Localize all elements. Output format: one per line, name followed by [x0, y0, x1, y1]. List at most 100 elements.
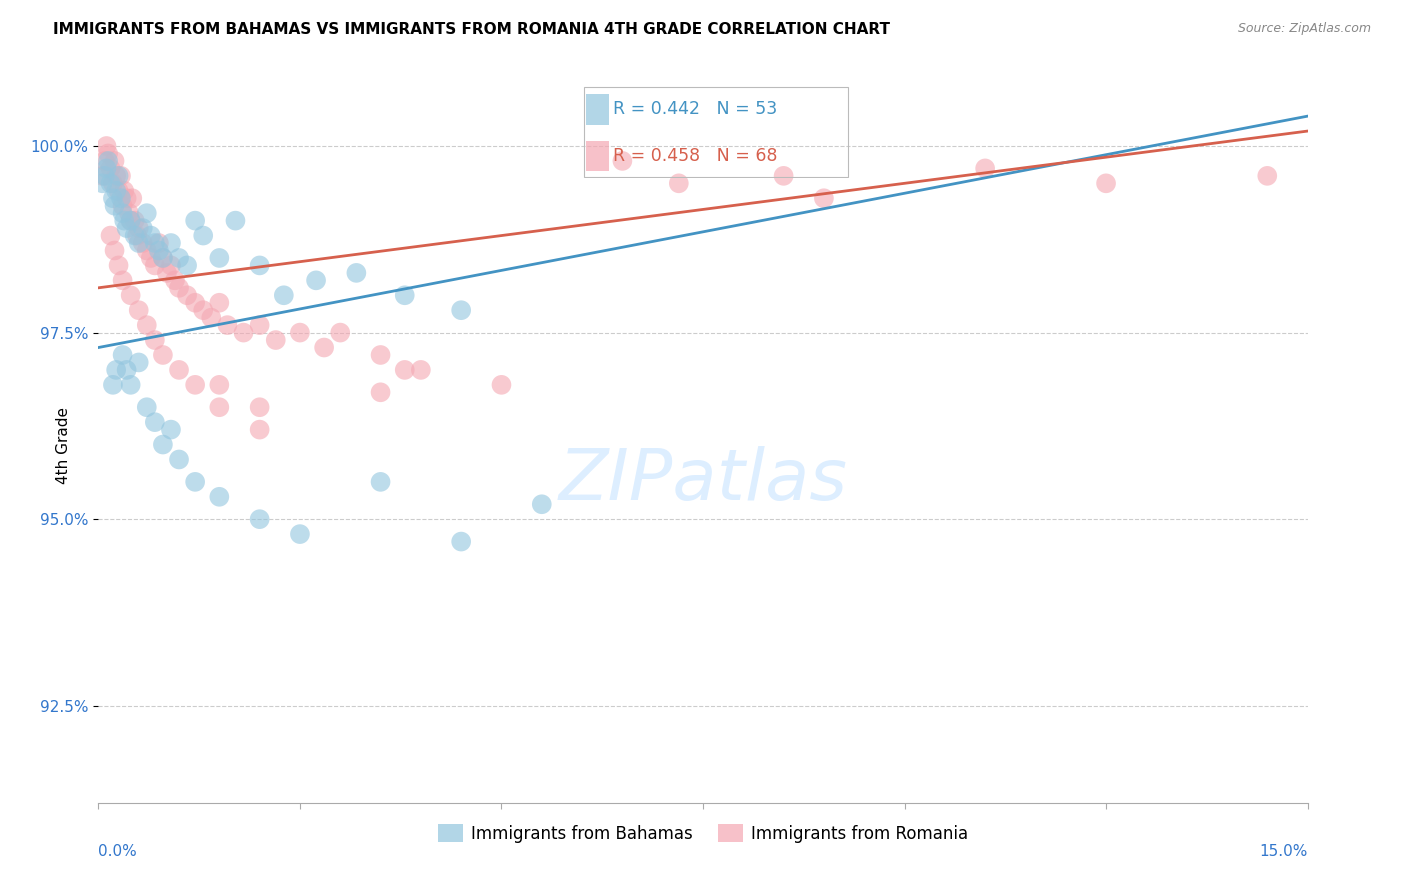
Point: [974, 161, 997, 176]
Point: [100, 228, 122, 243]
Point: [112, 213, 135, 227]
Point: [288, 527, 311, 541]
Point: [217, 318, 239, 332]
Point: [135, 401, 157, 415]
Point: [97, 146, 120, 161]
Point: [143, 235, 166, 250]
Point: [121, 191, 143, 205]
Point: [105, 169, 128, 183]
Text: IMMIGRANTS FROM BAHAMAS VS IMMIGRANTS FROM ROMANIA 4TH GRADE CORRELATION CHART: IMMIGRANTS FROM BAHAMAS VS IMMIGRANTS FR…: [53, 22, 890, 37]
Point: [530, 497, 553, 511]
Point: [105, 363, 128, 377]
Point: [344, 266, 367, 280]
Point: [249, 318, 271, 332]
Point: [101, 191, 124, 205]
Point: [160, 235, 183, 250]
Point: [208, 490, 231, 504]
Point: [139, 228, 162, 243]
Point: [120, 377, 142, 392]
Point: [96, 139, 118, 153]
Point: [208, 251, 231, 265]
Point: [156, 266, 179, 280]
Point: [184, 295, 207, 310]
Point: [128, 221, 150, 235]
Point: [163, 273, 186, 287]
Point: [128, 235, 150, 250]
Point: [139, 251, 162, 265]
Point: [193, 228, 215, 243]
Point: [394, 288, 416, 302]
Point: [167, 251, 190, 265]
Text: Source: ZipAtlas.com: Source: ZipAtlas.com: [1237, 22, 1371, 36]
Point: [97, 153, 120, 168]
Point: [184, 475, 207, 489]
Point: [184, 377, 207, 392]
Point: [111, 199, 134, 213]
Point: [135, 318, 157, 332]
Point: [128, 355, 150, 369]
Point: [264, 333, 287, 347]
Point: [100, 161, 122, 176]
Text: 0.0%: 0.0%: [98, 844, 138, 859]
Text: R = 0.442   N = 53: R = 0.442 N = 53: [613, 100, 778, 118]
Point: [111, 348, 134, 362]
Point: [224, 213, 246, 227]
Point: [100, 177, 122, 191]
Point: [128, 303, 150, 318]
Point: [103, 153, 125, 168]
Bar: [586, 141, 609, 171]
Point: [167, 363, 190, 377]
Point: [208, 295, 231, 310]
Point: [124, 228, 146, 243]
Point: [115, 221, 138, 235]
Point: [193, 303, 215, 318]
Point: [249, 512, 271, 526]
Point: [127, 228, 149, 243]
Point: [249, 401, 271, 415]
Point: [143, 333, 166, 347]
Point: [249, 259, 271, 273]
Point: [329, 326, 352, 340]
Point: [120, 213, 142, 227]
Point: [143, 415, 166, 429]
Point: [135, 244, 157, 258]
Point: [152, 348, 174, 362]
Point: [94, 153, 117, 168]
Point: [115, 363, 138, 377]
Point: [118, 206, 141, 220]
Point: [160, 259, 183, 273]
Point: [200, 310, 222, 325]
Point: [450, 303, 472, 318]
Legend: Immigrants from Bahamas, Immigrants from Romania: Immigrants from Bahamas, Immigrants from…: [432, 818, 974, 849]
Point: [120, 213, 142, 227]
Point: [110, 169, 132, 183]
Point: [112, 184, 135, 198]
Point: [148, 244, 170, 258]
Point: [135, 206, 157, 220]
Point: [370, 385, 392, 400]
Point: [208, 401, 231, 415]
Point: [94, 169, 117, 183]
Point: [813, 191, 835, 205]
Point: [105, 184, 128, 198]
Point: [176, 288, 198, 302]
Point: [103, 199, 125, 213]
Point: [370, 475, 392, 489]
Point: [148, 235, 170, 250]
Point: [101, 377, 124, 392]
Point: [160, 423, 183, 437]
Point: [668, 177, 690, 191]
Point: [107, 259, 129, 273]
Point: [115, 191, 138, 205]
Point: [273, 288, 295, 302]
Point: [167, 452, 190, 467]
Point: [450, 534, 472, 549]
Point: [176, 259, 198, 273]
Point: [101, 177, 124, 191]
Point: [232, 326, 254, 340]
Point: [184, 213, 207, 227]
Point: [91, 177, 114, 191]
Point: [249, 423, 271, 437]
Point: [91, 169, 114, 183]
Point: [107, 169, 129, 183]
